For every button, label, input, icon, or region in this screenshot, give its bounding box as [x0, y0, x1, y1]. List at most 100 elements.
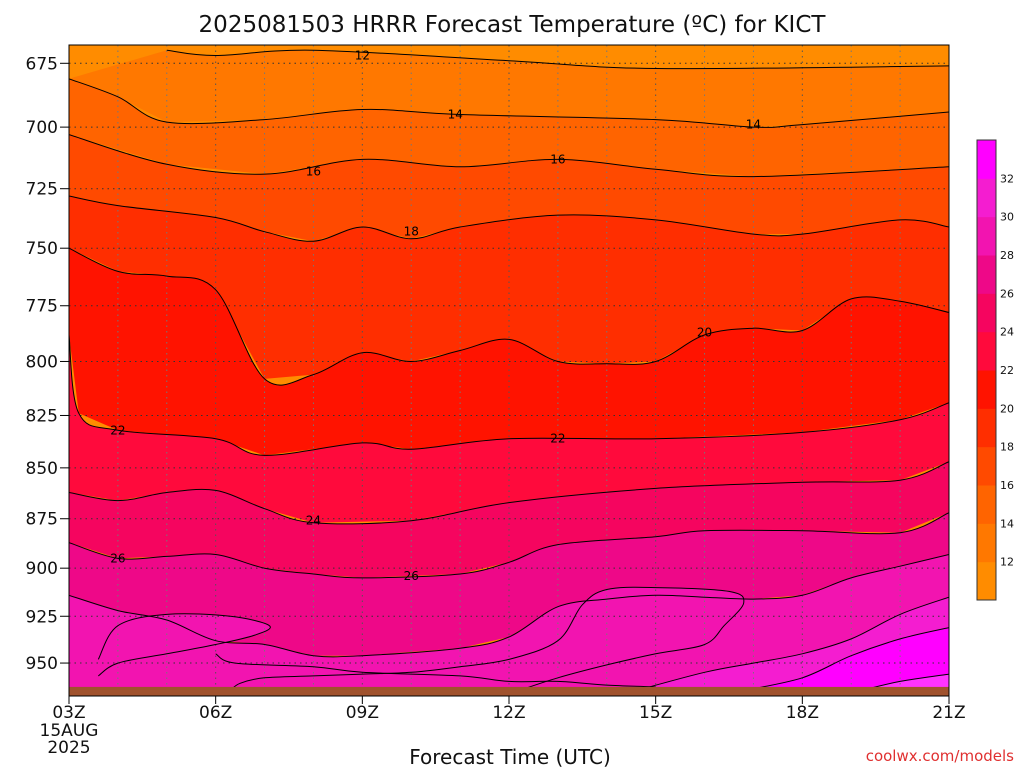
- contour-14: [69, 78, 949, 128]
- contour-label-text: 12: [355, 48, 370, 62]
- y-tick-label: 825: [26, 406, 58, 426]
- contour-16: [69, 134, 949, 178]
- contour-30: [97, 613, 271, 677]
- contour-30: [229, 586, 745, 692]
- contour-label: 14: [746, 118, 761, 132]
- contour-label-text: 20: [697, 326, 712, 340]
- colorbar-tick-label: 16: [1000, 479, 1014, 492]
- colorbar-swatch: [977, 485, 996, 524]
- band-fill: [69, 50, 949, 128]
- y-tick-label: 800: [26, 352, 58, 372]
- contour-18: [69, 195, 949, 242]
- colorbar-swatch: [977, 446, 996, 486]
- x-date-label: 15AUG: [40, 721, 99, 741]
- y-tick-label: 950: [26, 654, 58, 674]
- colorbar-tick-label: 24: [1000, 326, 1014, 339]
- terrain: [69, 686, 949, 696]
- colorbar-tick-label: 14: [1000, 517, 1014, 530]
- y-tick-label: 725: [26, 180, 58, 200]
- band-fill: [69, 134, 949, 242]
- colorbar-swatch: [977, 216, 996, 256]
- contour-28: [69, 554, 949, 658]
- x-tick-label: 09Z: [346, 703, 379, 723]
- contour-label-text: 22: [110, 423, 125, 437]
- colorbar-frame: [976, 139, 997, 601]
- contour-label-text: 22: [550, 432, 565, 446]
- contour-label: 18: [404, 225, 419, 239]
- colorbar-swatch: [977, 140, 996, 179]
- colorbar-swatch: [977, 523, 996, 563]
- contour-label-text: 18: [404, 225, 419, 239]
- contour-label: 12: [355, 48, 370, 62]
- x-tick-label: 06Z: [199, 703, 232, 723]
- x-axis-label: Forecast Time (UTC): [409, 745, 611, 768]
- contour-label: 20: [697, 326, 712, 340]
- contour-label-text: 16: [306, 165, 321, 179]
- band-fill: [743, 627, 949, 696]
- colorbar-tick-label: 28: [1000, 249, 1014, 262]
- x-tick-label: 21Z: [932, 703, 965, 723]
- x-tick-label: 03Z: [52, 703, 85, 723]
- y-tick-label: 925: [26, 607, 58, 627]
- contour-30: [635, 596, 949, 692]
- contour-label: 26: [110, 551, 125, 565]
- contour-label-text: 26: [110, 551, 125, 565]
- colorbar-swatch: [977, 178, 996, 218]
- contour-lines: [69, 49, 949, 692]
- terrain-fill: [69, 686, 949, 696]
- colorbar-swatch: [977, 370, 996, 409]
- band-fill: [69, 334, 949, 523]
- colorbar-swatch: [977, 331, 996, 371]
- colorbar-tick-label: 18: [1000, 441, 1014, 454]
- band-fill: [98, 613, 271, 676]
- x-tick-label: 15Z: [639, 703, 672, 723]
- contour-label: 14: [448, 108, 463, 122]
- contour-28: [215, 653, 656, 688]
- band-fill: [230, 587, 744, 691]
- y-tick-label: 675: [26, 54, 58, 74]
- colorbar-tick-label: 12: [1000, 556, 1014, 569]
- y-axis: 675 700 725 750 775 800 825 850 875 900 925 950: [26, 45, 70, 696]
- contour-label-text: 16: [550, 152, 565, 166]
- contour-label: 24: [306, 514, 321, 528]
- band-fill: [69, 248, 949, 456]
- colorbar-tick-label: 30: [1000, 211, 1014, 224]
- y-tick-label: 750: [26, 239, 58, 259]
- temperature-bands: [69, 45, 949, 696]
- contour-22: [69, 334, 949, 456]
- colorbar-tick-label: 20: [1000, 402, 1014, 415]
- credit-text: coolwx.com/models: [866, 747, 1014, 765]
- contour-label: 22: [110, 423, 125, 437]
- colorbar-swatch: [977, 561, 996, 601]
- y-tick-label: 775: [26, 297, 58, 317]
- contour-label-text: 14: [448, 108, 463, 122]
- contour-32: [743, 627, 949, 692]
- x-tick-label: 12Z: [492, 703, 525, 723]
- band-fill: [69, 461, 949, 578]
- y-tick-label: 900: [26, 559, 58, 579]
- contour-24: [69, 461, 949, 525]
- colorbar-swatch: [977, 255, 996, 294]
- chart-title: 2025081503 HRRR Forecast Temperature (ºC…: [199, 12, 827, 38]
- band-fill: [69, 554, 949, 696]
- contour-label: 16: [550, 152, 565, 166]
- contour-label: 26: [404, 569, 419, 583]
- colorbar-swatch: [977, 408, 996, 448]
- y-tick-label: 850: [26, 459, 58, 479]
- colorbar-tick-label: 26: [1000, 287, 1014, 300]
- colorbar: 12 14 16 18 20 22 24 26 28 30 32: [976, 139, 1014, 601]
- contour-label-text: 26: [404, 569, 419, 583]
- colorbar-swatch: [977, 293, 996, 333]
- contour-26: [69, 512, 949, 579]
- contour-label: 22: [550, 432, 565, 446]
- contour-labels: 12 14 14 16 16 18 20 22 22 24 26 26: [110, 48, 761, 583]
- y-tick-label: 875: [26, 510, 58, 530]
- contour-label: 16: [306, 165, 321, 179]
- x-tick-label: 18Z: [786, 703, 819, 723]
- grid-lines: [69, 45, 949, 696]
- contour-label-text: 24: [306, 514, 321, 528]
- y-tick-label: 700: [26, 118, 58, 138]
- colorbar-tick-label: 32: [1000, 172, 1014, 185]
- x-date-label: 2025: [47, 738, 90, 758]
